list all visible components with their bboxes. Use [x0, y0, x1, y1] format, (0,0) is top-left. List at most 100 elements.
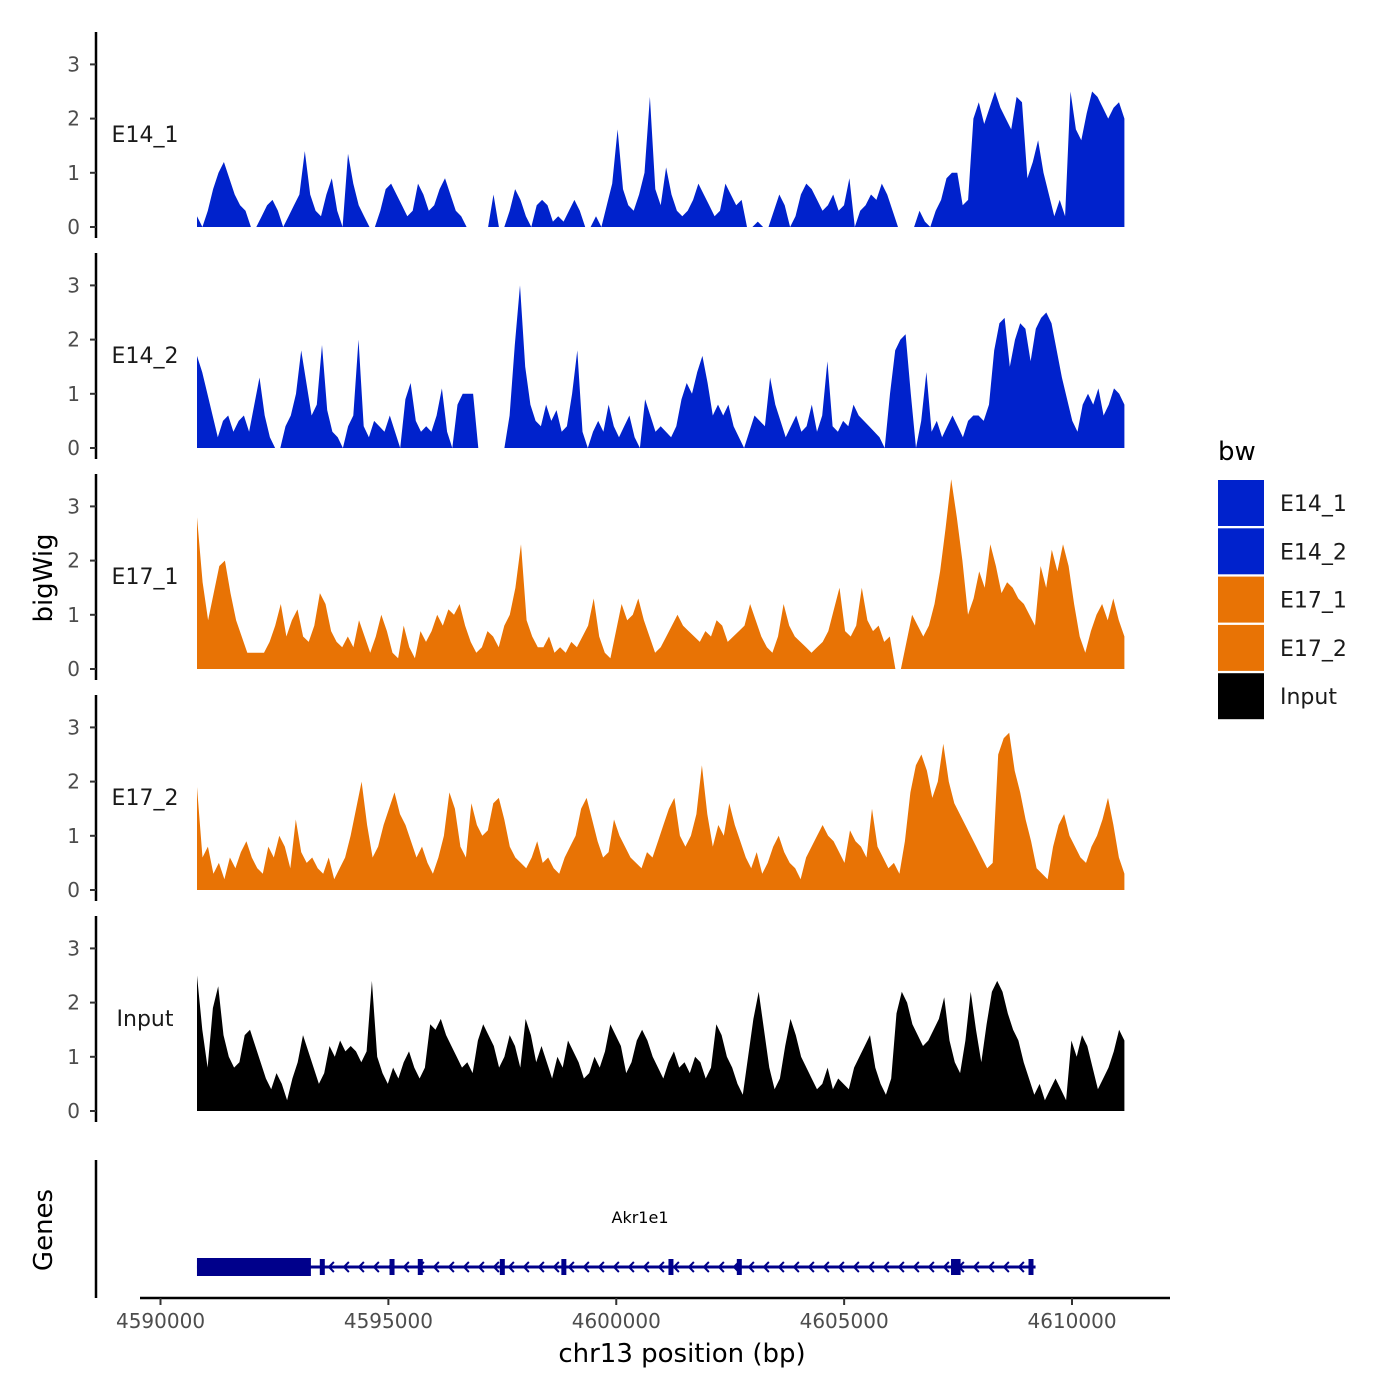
- strand-chevron: [1017, 1261, 1025, 1273]
- legend-label: E14_2: [1280, 540, 1347, 565]
- strand-chevron: [357, 1261, 365, 1273]
- gene-coding-block: [196, 1258, 311, 1276]
- strand-chevron: [612, 1261, 620, 1273]
- track-label: E17_2: [112, 786, 179, 811]
- strand-chevron: [327, 1261, 335, 1273]
- strand-chevron: [567, 1261, 575, 1273]
- legend-label: E17_1: [1280, 589, 1347, 614]
- x-tick-label: 4595000: [344, 1309, 433, 1333]
- strand-chevron: [387, 1261, 395, 1273]
- strand-chevron: [507, 1261, 515, 1273]
- strand-chevron: [942, 1261, 950, 1273]
- x-axis-title: chr13 position (bp): [558, 1339, 805, 1369]
- signal-area-E14_2: [197, 285, 1125, 448]
- track-label: E14_1: [112, 123, 179, 148]
- y-tick-label: 1: [67, 603, 80, 627]
- strand-chevron: [807, 1261, 815, 1273]
- track-label: Input: [117, 1007, 174, 1032]
- strand-chevron: [687, 1261, 695, 1273]
- legend: bw E14_1 E14_2 E17_1 E17_2 Input: [1218, 437, 1347, 720]
- y-tick-label: 3: [67, 936, 80, 960]
- legend-label: Input: [1280, 685, 1337, 710]
- y-tick-label: 1: [67, 824, 80, 848]
- y-tick-label: 0: [67, 878, 80, 902]
- gene-model: [196, 1258, 1036, 1276]
- strand-chevron: [447, 1261, 455, 1273]
- strand-chevron: [522, 1261, 530, 1273]
- strand-chevron: [582, 1261, 590, 1273]
- gene-label: Akr1e1: [612, 1208, 669, 1227]
- strand-chevron: [537, 1261, 545, 1273]
- legend-key-E17_1: [1218, 576, 1264, 623]
- strand-chevron: [477, 1261, 485, 1273]
- gene-exon: [1028, 1259, 1034, 1275]
- strand-chevron: [972, 1261, 980, 1273]
- strand-chevron: [822, 1261, 830, 1273]
- gene-exon: [319, 1259, 325, 1275]
- y-tick-label: 0: [67, 215, 80, 239]
- strand-chevron: [597, 1261, 605, 1273]
- genes-axis-title: Genes: [29, 1189, 59, 1271]
- strand-chevron: [897, 1261, 905, 1273]
- strand-chevron: [987, 1261, 995, 1273]
- strand-chevron: [792, 1261, 800, 1273]
- gene-exon: [499, 1259, 505, 1275]
- signal-area-Input: [197, 975, 1125, 1111]
- y-tick-label: 2: [67, 328, 80, 352]
- y-tick-label: 0: [67, 436, 80, 460]
- track-E14_1: 0 1 2 3 E14_1: [67, 32, 1125, 239]
- strand-chevron: [852, 1261, 860, 1273]
- track-label: E17_1: [112, 565, 179, 590]
- genes-panel: Genes Akr1e1: [29, 1160, 1036, 1298]
- signal-area-E17_1: [197, 479, 1125, 669]
- strand-chevron: [627, 1261, 635, 1273]
- strand-chevron: [492, 1261, 500, 1273]
- gene-exon: [736, 1259, 742, 1275]
- signal-area-E17_2: [197, 732, 1125, 890]
- legend-key-E17_2: [1218, 624, 1264, 671]
- track-Input: 0 1 2 3 Input: [67, 916, 1125, 1123]
- x-tick-label: 4605000: [800, 1309, 889, 1333]
- y-tick-label: 1: [67, 382, 80, 406]
- track-E17_1: 0 1 2 3 E17_1: [67, 474, 1125, 681]
- legend-key-E14_1: [1218, 480, 1264, 526]
- strand-chevron: [657, 1261, 665, 1273]
- strand-chevron: [747, 1261, 755, 1273]
- gene-exon: [561, 1259, 567, 1275]
- y-tick-label: 0: [67, 657, 80, 681]
- strand-chevron: [867, 1261, 875, 1273]
- y-tick-label: 3: [67, 494, 80, 518]
- strand-chevron: [1002, 1261, 1010, 1273]
- y-tick-label: 2: [67, 770, 80, 794]
- x-tick-label: 4610000: [1027, 1309, 1116, 1333]
- strand-chevron: [717, 1261, 725, 1273]
- y-axis-title: bigWig: [29, 533, 59, 622]
- legend-key-Input: [1218, 673, 1264, 720]
- legend-title: bw: [1218, 437, 1256, 467]
- strand-chevron: [912, 1261, 920, 1273]
- track-label: E14_2: [112, 344, 179, 369]
- strand-chevron: [552, 1261, 560, 1273]
- x-tick-label: 4590000: [116, 1309, 205, 1333]
- strand-chevron: [402, 1261, 410, 1273]
- y-tick-label: 1: [67, 161, 80, 185]
- strand-chevron: [462, 1261, 470, 1273]
- strand-chevron: [837, 1261, 845, 1273]
- strand-chevron: [762, 1261, 770, 1273]
- strand-chevron: [642, 1261, 650, 1273]
- legend-key-E14_2: [1218, 528, 1264, 575]
- x-tick-label: 4600000: [572, 1309, 661, 1333]
- strand-chevron: [372, 1261, 380, 1273]
- gene-exon: [951, 1259, 957, 1275]
- y-tick-label: 0: [67, 1099, 80, 1123]
- strand-chevron: [672, 1261, 680, 1273]
- strand-chevron: [417, 1261, 425, 1273]
- track-E17_2: 0 1 2 3 E17_2: [67, 695, 1125, 902]
- legend-label: E17_2: [1280, 637, 1347, 662]
- strand-chevron: [702, 1261, 710, 1273]
- signal-area-E14_1: [197, 91, 1125, 227]
- y-tick-label: 3: [67, 273, 80, 297]
- gene-exon: [668, 1259, 674, 1275]
- strand-chevron: [732, 1261, 740, 1273]
